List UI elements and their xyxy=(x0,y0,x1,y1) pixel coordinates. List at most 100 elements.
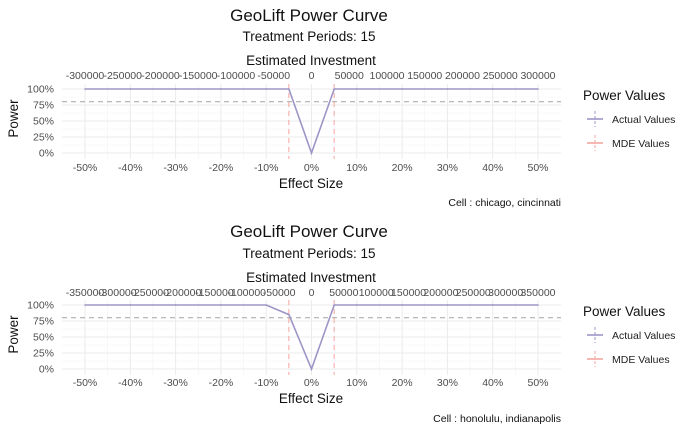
data-point xyxy=(446,304,449,306)
data-point xyxy=(220,304,222,306)
data-point xyxy=(356,88,358,90)
top-axis-tick-label: 200000 xyxy=(445,70,480,82)
top-axis-tick-label: -100000 xyxy=(217,70,256,82)
data-point xyxy=(356,304,358,306)
legend-label: Actual Values xyxy=(612,330,675,342)
top-axis-tick-label: 0 xyxy=(309,70,315,82)
plot-grid xyxy=(62,84,561,159)
legend-key xyxy=(587,351,603,367)
data-point xyxy=(265,88,268,90)
x-axis-tick-label: -30% xyxy=(163,162,188,174)
data-point xyxy=(491,304,494,306)
top-axis-tick-label: 150000 xyxy=(407,70,442,82)
x-axis-tick-label: 30% xyxy=(437,162,458,174)
x-axis-tick-label: -20% xyxy=(209,377,234,389)
x-axis-tick-label: 20% xyxy=(392,162,413,174)
legend-key xyxy=(587,327,603,343)
data-point xyxy=(491,88,494,90)
y-axis-tick-label: 50% xyxy=(33,116,54,128)
data-point xyxy=(288,88,290,90)
x-axis-tick-label: -30% xyxy=(163,377,188,389)
y-axis-tick-label: 25% xyxy=(33,132,54,144)
top-axis-tick-label: 250000 xyxy=(483,70,518,82)
top-axis-tick-label: 100000 xyxy=(359,287,394,299)
x-axis-tick-label: 20% xyxy=(392,377,413,389)
x-axis-tick-label: -10% xyxy=(254,162,279,174)
data-point xyxy=(174,304,177,306)
legend-title: Power Values xyxy=(583,304,666,319)
legend-key xyxy=(587,135,603,151)
x-axis-tick-label: 10% xyxy=(346,377,367,389)
y-axis-tick-label: 75% xyxy=(33,316,54,328)
data-point xyxy=(129,88,132,90)
data-point xyxy=(333,304,335,306)
data-point xyxy=(446,88,449,90)
top-axis-tick-label: 250000 xyxy=(456,287,491,299)
power-curve-panel: GeoLift Power Curve Treatment Periods: 15… xyxy=(6,222,675,425)
top-axis-tick-label: 300000 xyxy=(488,287,523,299)
x-axis-tick-label: 50% xyxy=(527,162,548,174)
data-point xyxy=(333,88,335,90)
x-axis-tick-label: -50% xyxy=(73,162,98,174)
data-point xyxy=(310,368,313,370)
chart-title: GeoLift Power Curve xyxy=(230,222,388,241)
x-axis-title: Effect Size xyxy=(279,391,343,406)
top-axis-title: Estimated Investment xyxy=(246,53,376,68)
top-axis-tick-label: 200000 xyxy=(423,287,458,299)
x-axis-tick-label: -50% xyxy=(73,377,98,389)
legend-label: MDE Values xyxy=(612,138,670,150)
x-axis-tick-label: 40% xyxy=(482,377,503,389)
top-axis-tick-label: -150000 xyxy=(195,287,234,299)
data-point xyxy=(537,88,539,90)
chart-caption: Cell : chicago, cincinnati xyxy=(448,197,561,209)
x-axis-tick-label: 0% xyxy=(304,162,319,174)
x-axis-tick-label: 40% xyxy=(482,162,503,174)
top-axis-tick-label: 50000 xyxy=(335,70,364,82)
data-point xyxy=(310,152,313,154)
y-axis-tick-label: 50% xyxy=(33,332,54,344)
y-axis-title: Power xyxy=(6,315,21,354)
x-axis-tick-label: -20% xyxy=(209,162,234,174)
top-axis-tick-label: 350000 xyxy=(520,287,555,299)
power-curve-panel: GeoLift Power Curve Treatment Periods: 15… xyxy=(6,6,675,209)
chart-title: GeoLift Power Curve xyxy=(230,6,388,25)
y-axis-tick-label: 25% xyxy=(33,348,54,360)
legend-key xyxy=(587,111,603,127)
chart-caption: Cell : honolulu, indianapolis xyxy=(433,413,561,425)
data-point xyxy=(84,304,86,306)
legend: Power Values Actual Values MDE Values xyxy=(583,88,675,151)
top-axis-tick-label: -250000 xyxy=(130,287,169,299)
x-axis-tick-label: 30% xyxy=(437,377,458,389)
data-point xyxy=(401,304,403,306)
y-axis-tick-label: 75% xyxy=(33,100,54,112)
legend-title: Power Values xyxy=(583,88,666,103)
chart-subtitle: Treatment Periods: 15 xyxy=(242,246,375,261)
data-point xyxy=(288,313,290,316)
top-axis-tick-label: -200000 xyxy=(163,287,202,299)
top-axis-tick-label: -100000 xyxy=(227,287,266,299)
plot-grid xyxy=(62,300,561,375)
top-axis-tick-label: -350000 xyxy=(66,287,105,299)
legend-label: MDE Values xyxy=(612,354,670,366)
data-point xyxy=(84,88,86,90)
top-axis-tick-label: 0 xyxy=(309,287,315,299)
legend: Power Values Actual Values MDE Values xyxy=(583,304,675,367)
y-axis-tick-label: 100% xyxy=(27,84,54,96)
x-axis-tick-label: -40% xyxy=(118,162,143,174)
chart-subtitle: Treatment Periods: 15 xyxy=(242,29,375,44)
x-axis-tick-label: 10% xyxy=(346,162,367,174)
data-point xyxy=(265,304,268,306)
legend-label: Actual Values xyxy=(612,114,675,126)
top-axis-tick-label: -150000 xyxy=(179,70,218,82)
y-axis-tick-label: 100% xyxy=(27,300,54,312)
top-axis-tick-label: 300000 xyxy=(520,70,555,82)
data-point xyxy=(537,304,539,306)
top-axis-tick-label: 100000 xyxy=(369,70,404,82)
x-axis-tick-label: 50% xyxy=(527,377,548,389)
x-axis-tick-label: -10% xyxy=(254,377,279,389)
top-axis-tick-label: -300000 xyxy=(98,287,137,299)
top-axis-tick-label: 150000 xyxy=(391,287,426,299)
top-axis-tick-label: -200000 xyxy=(141,70,180,82)
top-axis-tick-label: -300000 xyxy=(66,70,105,82)
